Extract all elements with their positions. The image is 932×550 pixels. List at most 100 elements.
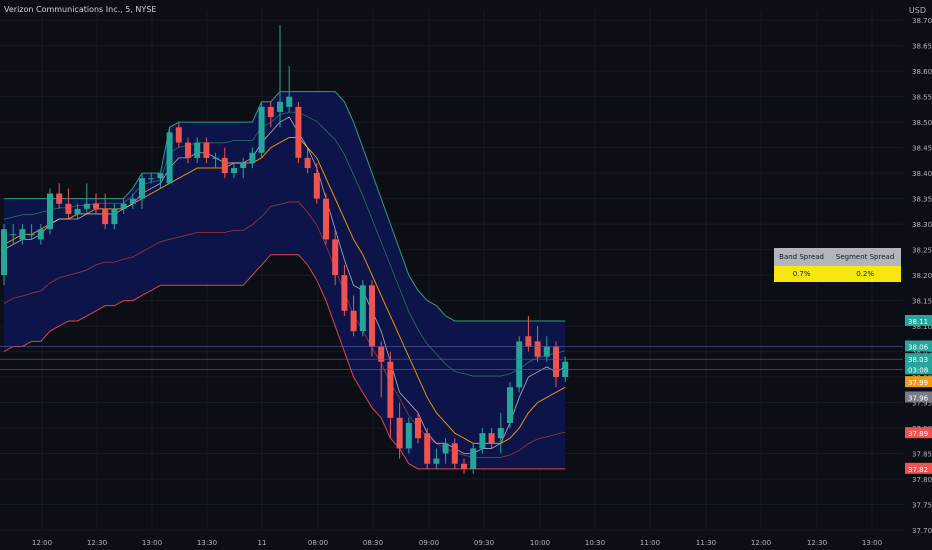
candle-body [249, 152, 256, 163]
candle-body [221, 157, 228, 174]
candle-body [185, 142, 191, 158]
y-tick-label: 37.95 [912, 400, 932, 408]
price-tag [905, 391, 932, 403]
candle-body [543, 346, 550, 357]
price-tag [905, 353, 932, 365]
candle-body [194, 142, 201, 158]
candle-body [350, 310, 357, 332]
candle-body [120, 203, 127, 209]
candle-body [295, 106, 302, 158]
x-tick-label: 09:00 [419, 539, 439, 547]
y-tick-label: 38.55 [912, 94, 932, 102]
x-tick-label: 09:30 [474, 539, 494, 547]
candle-body [451, 443, 458, 464]
candle-body [378, 346, 385, 362]
segment-spread-value: 0.2% [829, 266, 901, 282]
candle-body [258, 106, 265, 153]
candle-body [341, 275, 348, 311]
candle-body [157, 173, 164, 179]
candle-body [332, 239, 339, 276]
candle-body [83, 203, 90, 209]
x-tick-label: 08:00 [308, 539, 328, 547]
x-tick-label: 08:30 [363, 539, 383, 547]
candle-body [470, 448, 477, 469]
candle-body [277, 101, 283, 112]
upper-band-line [4, 91, 566, 322]
band-spread-value: 0.7% [774, 266, 830, 282]
y-tick-label: 38.25 [912, 247, 932, 255]
y-tick-label: 38.60 [912, 68, 932, 76]
candle-body [507, 387, 513, 423]
price-tag [905, 363, 932, 375]
segment-spread-header: Segment Spread [829, 248, 901, 266]
price-tag-label: 38.03 [908, 356, 928, 364]
y-tick-label: 38.10 [912, 323, 932, 331]
candle-body [175, 127, 182, 143]
candle-body [497, 428, 504, 439]
candle-body [415, 417, 421, 439]
candle-body [139, 178, 145, 199]
candle-body [553, 346, 559, 378]
candle-body [369, 285, 375, 347]
x-tick-label: 11 [258, 539, 267, 547]
y-tick-label: 38.35 [912, 196, 932, 204]
candle-body [129, 198, 136, 204]
x-tick-label: 13:00 [862, 539, 882, 547]
x-tick-label: 12:00 [32, 539, 52, 547]
candle-body [37, 229, 44, 240]
x-tick-label: 10:00 [530, 539, 550, 547]
candle-body [166, 132, 173, 184]
candle-body [93, 203, 99, 209]
candle-body [212, 157, 219, 159]
spread-table: Band Spread Segment Spread 0.7% 0.2% [774, 248, 901, 282]
candle-body [47, 193, 53, 230]
candle-body [442, 443, 449, 454]
y-tick-label: 38.70 [912, 17, 932, 25]
y-tick-label: 38.15 [912, 298, 932, 306]
candle-body [323, 198, 329, 240]
candle-body [516, 341, 523, 388]
price-tag [905, 462, 932, 474]
candle-body [479, 433, 486, 449]
candle-body [488, 433, 495, 444]
price-tag-label: 37.82 [908, 466, 928, 474]
price-tag-label: 37.99 [908, 379, 928, 387]
x-tick-label: 12:00 [751, 539, 771, 547]
candle-body [313, 173, 320, 199]
candle-body [203, 142, 210, 158]
candle-body [231, 168, 237, 174]
candle-body [304, 157, 311, 169]
price-tag-label: 37.89 [908, 430, 928, 438]
x-tick-label: 10:30 [585, 539, 605, 547]
symbol-label[interactable]: Verizon Communications Inc., 5, NYSE [4, 5, 157, 14]
price-tag [905, 314, 932, 326]
center-line [3, 136, 566, 444]
candle-body [387, 361, 394, 418]
candle-body [405, 422, 412, 449]
band-fill [4, 91, 566, 469]
candle-body [424, 433, 431, 464]
candle-body [461, 463, 467, 469]
candle-body [19, 229, 26, 240]
price-tag [905, 376, 932, 388]
x-tick-label: 11:00 [640, 539, 660, 547]
candle-body [65, 203, 72, 214]
x-tick-label: 12:30 [807, 539, 827, 547]
candle-body [240, 162, 247, 169]
candle-body [525, 336, 532, 347]
candle-body [286, 96, 293, 107]
candle-body [102, 208, 109, 225]
candle-body [56, 193, 63, 204]
currency-label[interactable]: USD [908, 6, 926, 15]
y-tick-label: 38.50 [912, 119, 932, 127]
candle-body [111, 208, 118, 225]
price-tag-label: 38.11 [908, 318, 928, 326]
y-tick-label: 38.45 [912, 145, 932, 153]
candle-body [148, 178, 155, 180]
x-tick-label: 11:30 [696, 539, 716, 547]
candle-body [534, 341, 541, 357]
price-tag-label: 03:08 [908, 366, 928, 374]
x-tick-label: 12:30 [87, 539, 107, 547]
y-tick-label: 38.20 [912, 272, 932, 280]
